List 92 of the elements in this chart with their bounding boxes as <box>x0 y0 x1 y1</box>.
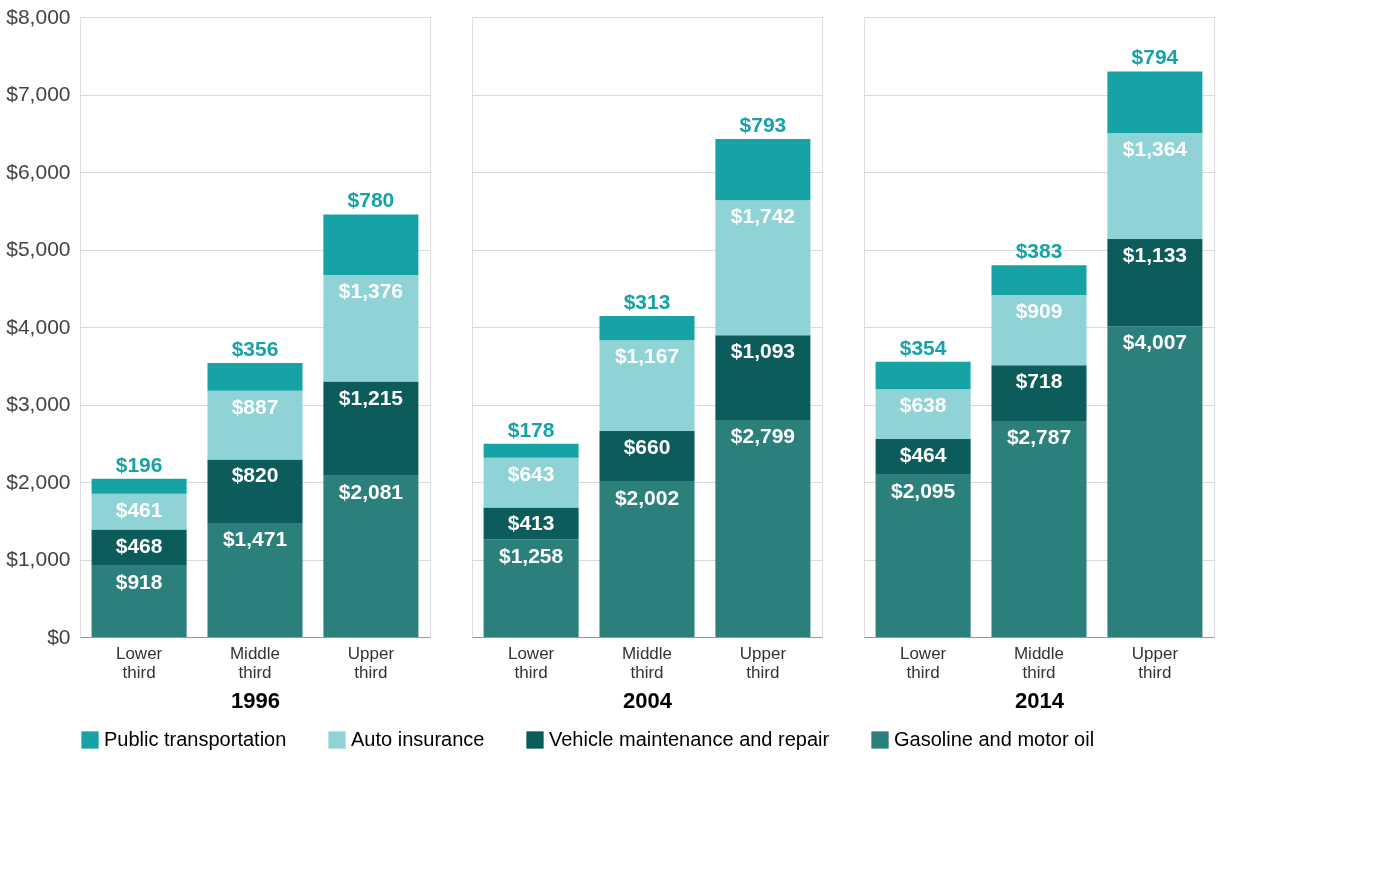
y-tick-label: $5,000 <box>6 237 71 260</box>
bar <box>323 381 419 476</box>
data-label: $820 <box>231 463 279 487</box>
x-tick-label: Lower third <box>115 643 163 682</box>
data-label: $1,471 <box>222 527 288 550</box>
bar <box>599 340 695 431</box>
data-label: $643 <box>507 461 555 485</box>
y-tick-label: $2,000 <box>6 469 71 493</box>
data-label: $1,093 <box>730 339 796 363</box>
x-tick-label: Lower third <box>507 643 555 682</box>
data-label: $4,007 <box>1122 330 1188 354</box>
data-label: $1,364 <box>1122 136 1188 160</box>
data-label: $1,742 <box>730 204 796 228</box>
y-tick-label: $6,000 <box>6 159 71 183</box>
bar <box>483 443 579 458</box>
legend-label: Gasoline and motor oil <box>894 728 1095 750</box>
bar <box>599 430 695 482</box>
y-tick-label: $1,000 <box>6 547 71 570</box>
bar <box>1107 71 1203 133</box>
bar <box>483 539 579 637</box>
bar <box>207 459 303 523</box>
legend-label: Vehicle maintenance and repair <box>549 728 830 750</box>
x-tick-label: Upper third <box>347 643 395 682</box>
data-label: $909 <box>1015 298 1063 322</box>
data-label: $2,002 <box>614 485 680 509</box>
data-label: $638 <box>899 393 947 417</box>
data-label: $2,799 <box>730 424 796 448</box>
bar <box>91 565 187 637</box>
legend-label: Auto insurance <box>351 728 485 750</box>
x-tick-label: Middle third <box>1013 643 1065 682</box>
bar <box>991 265 1087 295</box>
x-tick-label: Lower third <box>899 643 947 682</box>
x-tick-label: Middle third <box>229 643 281 682</box>
bar <box>323 475 419 637</box>
y-tick-label: $4,000 <box>6 314 71 338</box>
x-axis-title: 1996 <box>231 687 280 713</box>
x-axis-title: 2004 <box>623 687 673 713</box>
data-label: $780 <box>347 188 395 212</box>
data-label: $383 <box>1015 239 1063 263</box>
bar <box>207 523 303 637</box>
data-label: $356 <box>231 337 279 361</box>
bar <box>207 363 303 391</box>
y-tick-label: $7,000 <box>6 82 71 105</box>
data-label: $887 <box>231 394 279 418</box>
bar <box>875 389 971 439</box>
x-tick-label: Middle third <box>621 643 673 682</box>
data-label: $2,095 <box>890 478 956 502</box>
bar <box>323 214 419 275</box>
data-label: $718 <box>1015 369 1063 393</box>
data-label: $468 <box>115 533 163 557</box>
bar <box>207 390 303 460</box>
bar <box>715 335 811 421</box>
bar <box>875 361 971 390</box>
bar <box>991 365 1087 422</box>
bar <box>715 200 811 336</box>
bar <box>1107 326 1203 637</box>
data-label: $794 <box>1131 45 1179 69</box>
data-label: $313 <box>623 289 671 313</box>
bar <box>599 315 695 341</box>
bar <box>715 138 811 201</box>
data-label: $660 <box>623 434 671 458</box>
x-tick-label: Upper third <box>739 643 787 682</box>
data-label: $178 <box>507 417 555 441</box>
data-label: $413 <box>507 511 555 535</box>
bar <box>599 481 695 637</box>
bar <box>91 478 187 494</box>
bar <box>1107 238 1203 327</box>
data-label: $196 <box>115 452 163 476</box>
data-label: $1,133 <box>1122 242 1188 266</box>
data-label: $1,258 <box>498 543 564 567</box>
data-label: $918 <box>115 569 163 593</box>
y-tick-label: $8,000 <box>6 4 71 28</box>
x-axis-title: 2014 <box>1015 687 1065 713</box>
data-label: $1,376 <box>338 278 404 302</box>
data-label: $2,787 <box>1006 425 1072 449</box>
data-label: $461 <box>115 497 163 521</box>
data-label: $2,081 <box>338 479 404 503</box>
x-tick-label: Upper third <box>1131 643 1179 682</box>
bar <box>991 421 1087 637</box>
data-label: $793 <box>739 112 787 136</box>
bar <box>875 474 971 637</box>
data-label: $464 <box>899 442 947 466</box>
data-label: $1,215 <box>338 385 404 409</box>
bar <box>715 420 811 637</box>
data-label: $354 <box>899 335 947 359</box>
y-tick-label: $0 <box>47 624 71 648</box>
bar <box>323 274 419 382</box>
bar <box>991 294 1087 366</box>
legend-label: Public transportation <box>104 728 287 750</box>
y-tick-label: $3,000 <box>6 392 71 415</box>
data-label: $1,167 <box>614 344 680 368</box>
bar <box>1107 132 1203 239</box>
